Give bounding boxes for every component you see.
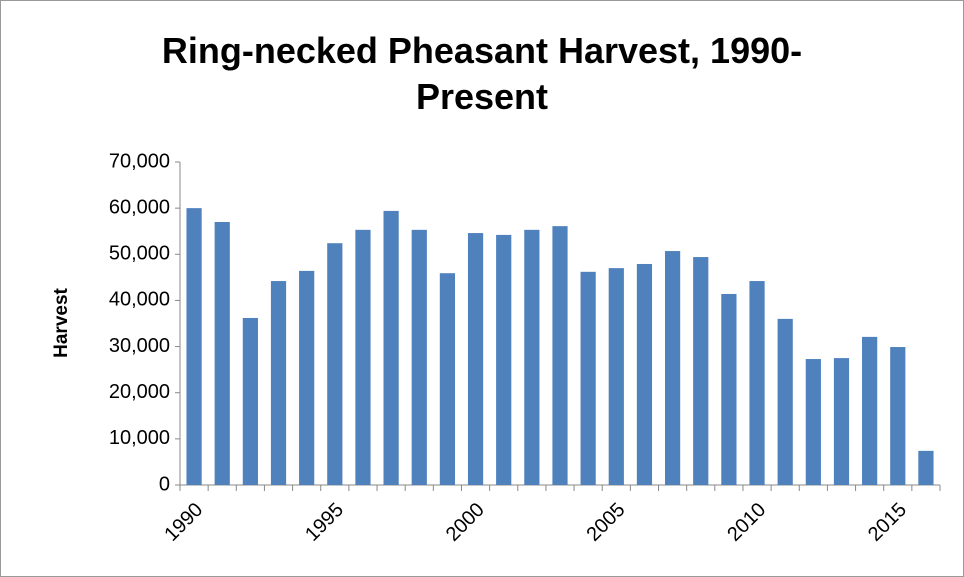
bar [580,271,596,485]
y-tick-label: 10,000 [109,427,170,449]
x-tick-label: 1995 [301,499,348,546]
bar [664,251,681,485]
bar [411,229,427,485]
bar [636,263,653,485]
bar [721,293,737,485]
y-tick-label: 50,000 [109,243,170,265]
bar [805,359,821,485]
x-tick-label: 2010 [723,499,770,546]
bar [383,210,399,485]
bar [439,273,456,485]
x-tick-label: 2005 [583,499,630,546]
bar [242,317,258,485]
y-tick-label: 0 [159,473,170,495]
bar [552,226,568,486]
bar [214,221,230,485]
bar [496,234,512,485]
y-axis-label: Harvest [51,287,72,357]
x-tick-label: 2000 [442,499,489,546]
bar [749,281,765,485]
y-tick-label: 40,000 [109,289,170,311]
chart-title: Ring-necked Pheasant Harvest, 1990-Prese… [161,30,803,117]
bar [777,318,793,485]
y-tick-label: 20,000 [109,381,170,403]
bar [299,270,315,485]
bar [467,233,484,485]
y-tick-label: 60,000 [109,196,170,218]
bar [270,281,287,485]
y-tick-label: 30,000 [109,335,170,357]
y-tick-label: 70,000 [109,150,170,172]
bar [890,347,906,485]
bar [355,229,371,485]
bar [327,243,343,485]
bar [833,358,850,485]
bar [608,268,624,485]
bar [693,257,709,485]
bar [862,336,878,485]
bar [186,208,202,485]
bar [524,229,540,485]
bar [918,450,934,485]
x-tick-label: 1990 [160,499,207,546]
x-tick-label: 2015 [864,499,911,546]
